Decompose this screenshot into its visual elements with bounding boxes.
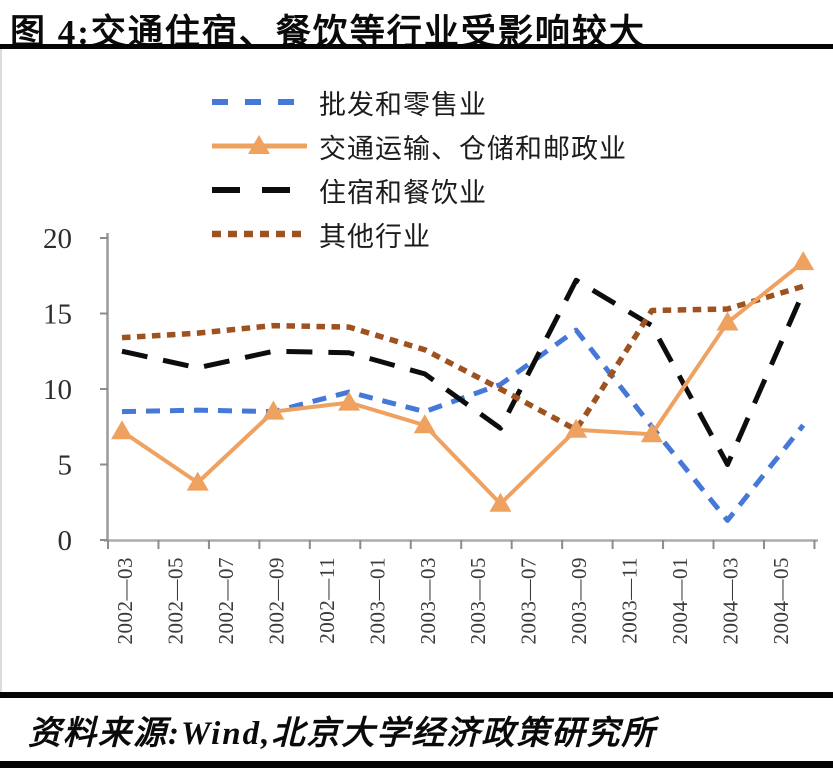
x-tick-label: 2003—01: [365, 557, 389, 645]
y-tick-label: 20: [43, 223, 72, 255]
data-point-marker: [262, 400, 285, 420]
source-note: 资料来源:Wind,北京大学经济政策研究所: [28, 716, 657, 752]
legend-item: 住宿和餐饮业: [212, 168, 627, 212]
legend-line-sample: [212, 230, 307, 238]
legend-label: 交通运输、仓储和邮政业: [319, 133, 627, 164]
y-tick-label: 5: [58, 450, 73, 482]
footer-divider: [0, 692, 833, 698]
x-tick-label: 2002—03: [113, 557, 137, 645]
title-divider: [0, 44, 833, 49]
series-line-其他行业: [121, 283, 804, 433]
x-tick-label: 2003—07: [517, 557, 541, 645]
x-tick-label: 2002—09: [264, 557, 288, 645]
legend-line-sample: [212, 135, 307, 154]
data-point-marker: [338, 391, 361, 411]
legend-line-sample: [212, 99, 307, 105]
legend-item: 交通运输、仓储和邮政业: [212, 124, 627, 168]
legend-marker: [248, 135, 270, 154]
x-tick-label: 2004—01: [668, 557, 692, 645]
data-point-marker: [792, 251, 815, 271]
y-tick-label: 0: [58, 525, 73, 557]
left-border-line: [0, 49, 2, 692]
bottom-divider: [0, 761, 833, 768]
legend-label: 批发和零售业: [319, 89, 487, 120]
legend-label: 住宿和餐饮业: [319, 177, 487, 208]
y-tick-label: 15: [43, 299, 72, 331]
legend-item: 批发和零售业: [212, 80, 627, 124]
x-tick-label: 2002—07: [214, 557, 238, 645]
data-point-marker: [186, 471, 209, 491]
x-tick-label: 2002—05: [163, 557, 187, 645]
legend-label: 其他行业: [319, 221, 431, 252]
x-tick-label: 2003—05: [466, 557, 490, 645]
legend-line-sample: [212, 187, 307, 193]
data-point-marker: [489, 492, 512, 512]
data-point-marker: [716, 311, 739, 331]
y-tick-label: 10: [43, 374, 72, 406]
data-point-marker: [413, 414, 436, 434]
series-line-交通运输、仓储和邮政业: [120, 260, 805, 506]
x-tick-label: 2003—11: [618, 557, 642, 644]
legend: 批发和零售业交通运输、仓储和邮政业 住宿和餐饮业 其他行业: [212, 80, 627, 256]
x-tick-label: 2004—05: [769, 557, 793, 645]
data-point-marker: [640, 423, 663, 443]
x-tick-label: 2003—09: [567, 557, 591, 645]
legend-item: 其他行业: [212, 212, 627, 256]
data-point-marker: [565, 418, 588, 438]
series-line-住宿和餐饮业: [121, 277, 806, 467]
x-tick-label: 2002—11: [315, 557, 339, 644]
x-tick-label: 2003—03: [416, 557, 440, 645]
data-point-marker: [111, 420, 133, 440]
x-tick-label: 2004—03: [719, 557, 743, 645]
